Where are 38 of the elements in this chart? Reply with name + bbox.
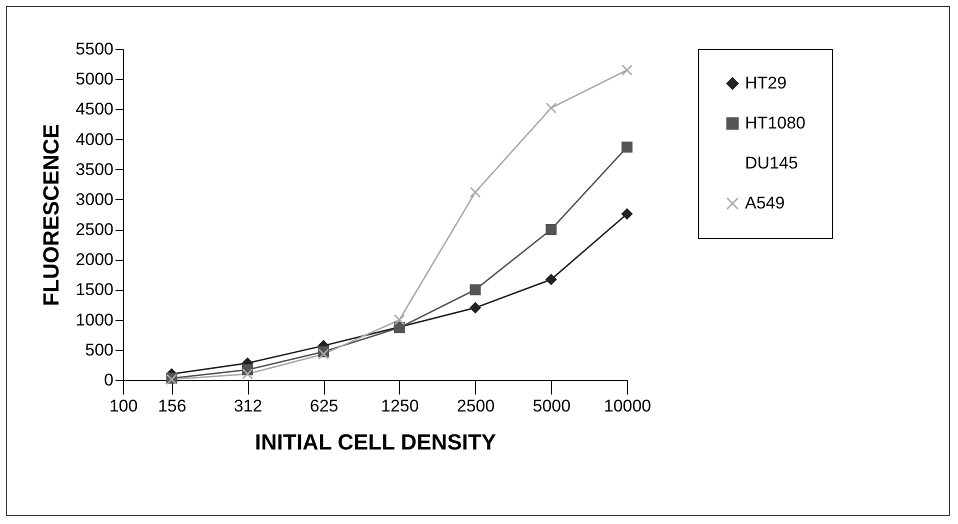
y-tick-label: 2500 bbox=[76, 220, 114, 240]
x-tick-label: 10000 bbox=[604, 396, 652, 416]
x-tick-label: 625 bbox=[310, 396, 338, 416]
point bbox=[470, 284, 481, 296]
point bbox=[622, 208, 632, 220]
y-tick-label: 5000 bbox=[76, 70, 114, 89]
y-tick-label: 3500 bbox=[76, 160, 114, 179]
y-tick-label: 0 bbox=[104, 370, 114, 390]
y-tick-label: 5500 bbox=[76, 40, 114, 58]
point bbox=[242, 368, 254, 380]
y-tick-label: 4000 bbox=[76, 130, 114, 149]
y-tick-label: 1000 bbox=[76, 310, 114, 330]
legend-label: HT29 bbox=[745, 74, 787, 92]
point bbox=[622, 142, 632, 153]
point bbox=[546, 224, 557, 236]
y-tick-label: 500 bbox=[85, 340, 114, 360]
y-tick-label: 4500 bbox=[76, 100, 114, 119]
legend-label: A549 bbox=[745, 194, 785, 212]
x-axis-title: INITIAL CELL DENSITY bbox=[254, 430, 496, 454]
point bbox=[546, 102, 557, 114]
x-tick-label: 156 bbox=[158, 396, 186, 416]
y-tick-label: 3000 bbox=[76, 190, 114, 209]
point bbox=[394, 314, 405, 326]
x-tick-label: 312 bbox=[234, 396, 262, 416]
x-tick-label: 5000 bbox=[532, 396, 571, 416]
x-tick-label: 1250 bbox=[381, 396, 419, 416]
point bbox=[470, 186, 481, 198]
point bbox=[470, 302, 481, 314]
point bbox=[318, 348, 330, 360]
legend-label: HT1080 bbox=[745, 114, 806, 132]
point bbox=[622, 64, 632, 76]
y-tick-label: 2000 bbox=[76, 250, 114, 270]
point bbox=[546, 274, 557, 285]
y-tick-label: 1500 bbox=[76, 280, 114, 300]
x-tick-label: 100 bbox=[109, 396, 138, 416]
x-tick-label: 2500 bbox=[456, 396, 495, 416]
text: DU145 bbox=[745, 154, 798, 172]
y-axis-title: FLUORESCENCE bbox=[38, 124, 64, 306]
